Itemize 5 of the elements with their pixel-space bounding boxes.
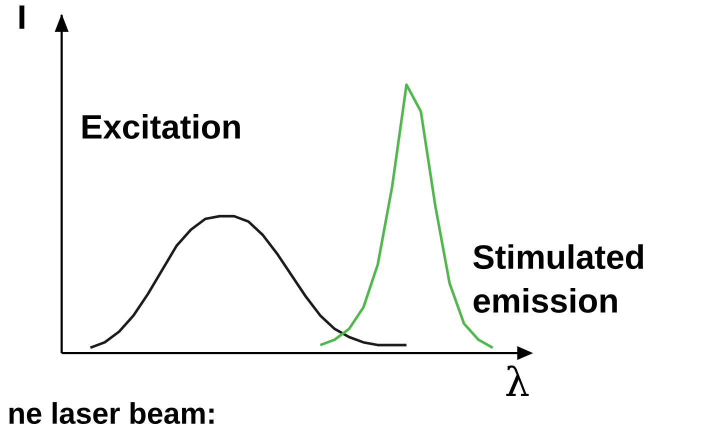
x-axis-title: λ <box>506 366 529 396</box>
text: Excitation <box>82 114 240 140</box>
y-axis-title: I <box>19 6 24 29</box>
series-label: Stimulated emission <box>473 244 643 313</box>
text: ne laser beam: <box>9 402 214 424</box>
